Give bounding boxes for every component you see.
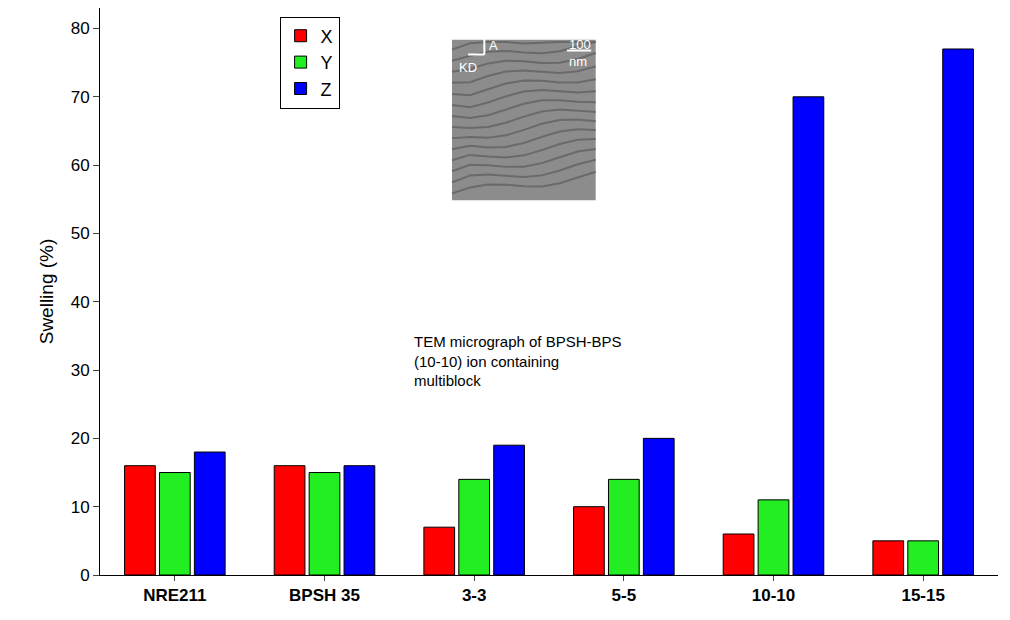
svg-text:100nm: 100nm: [569, 37, 591, 69]
svg-text:20: 20: [71, 429, 90, 448]
svg-text:40: 40: [71, 293, 90, 312]
svg-text:BPSH 35: BPSH 35: [289, 586, 360, 605]
svg-text:80: 80: [71, 19, 90, 38]
svg-text:Swelling (%): Swelling (%): [36, 239, 57, 345]
svg-text:50: 50: [71, 224, 90, 243]
svg-text:15-15: 15-15: [901, 586, 944, 605]
svg-text:A: A: [489, 38, 498, 53]
svg-text:0: 0: [80, 566, 89, 585]
svg-text:5-5: 5-5: [612, 586, 637, 605]
svg-text:10-10: 10-10: [752, 586, 795, 605]
svg-text:30: 30: [71, 361, 90, 380]
svg-text:X: X: [321, 27, 333, 47]
svg-text:Y: Y: [321, 53, 333, 73]
svg-text:60: 60: [71, 156, 90, 175]
svg-text:TEM micrograph of BPSH-BPS(10-: TEM micrograph of BPSH-BPS(10-10) ion co…: [414, 333, 622, 389]
svg-text:70: 70: [71, 88, 90, 107]
svg-text:Z: Z: [321, 80, 332, 100]
svg-text:10: 10: [71, 498, 90, 517]
svg-text:KD: KD: [459, 60, 477, 75]
svg-text:NRE211: NRE211: [143, 586, 206, 605]
svg-text:3-3: 3-3: [462, 586, 487, 605]
